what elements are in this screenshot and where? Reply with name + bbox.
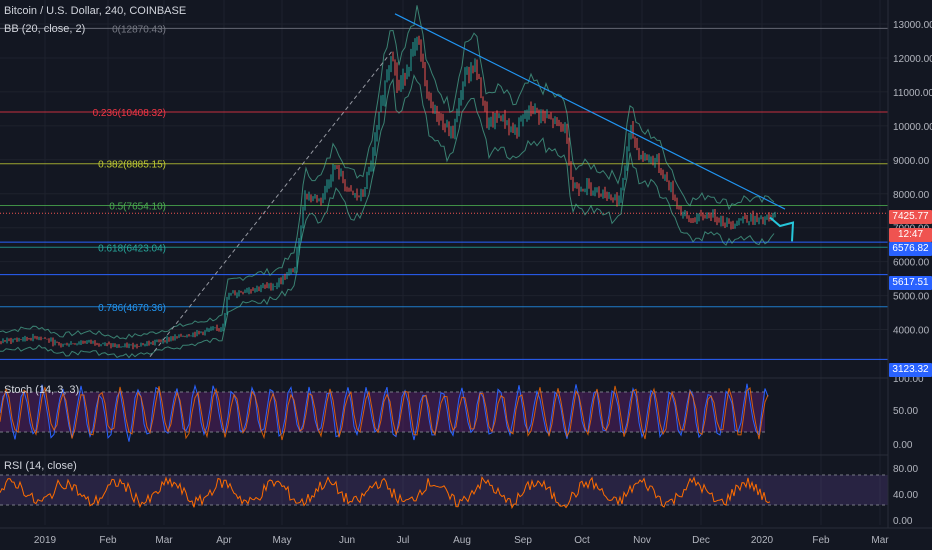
price-axis-label: 13000.00 — [893, 20, 932, 31]
price-axis-label: 4000.00 — [893, 326, 930, 337]
time-axis-label: Sep — [514, 535, 532, 546]
fib-label: 0.5(7654.10) — [109, 201, 166, 212]
price-tag: 7425.77 — [889, 210, 932, 224]
fib-label: 0.236(10408.32) — [93, 108, 166, 119]
price-axis-label: 5000.00 — [893, 292, 930, 303]
time-axis-label: Jun — [339, 535, 355, 546]
bb-indicator-legend[interactable]: BB (20, close, 2) — [4, 23, 86, 35]
symbol-title[interactable]: Bitcoin / U.S. Dollar, 240, COINBASE — [4, 5, 187, 17]
fib-label: 0(12870.43) — [112, 24, 166, 35]
time-axis-label: Feb — [99, 535, 117, 546]
projection-path — [769, 216, 795, 242]
time-axis-label: Mar — [155, 535, 173, 546]
time-axis-label: Dec — [692, 535, 710, 546]
time-axis-label: May — [273, 535, 292, 546]
fib-label: 0.618(6423.04) — [98, 243, 166, 254]
price-tag: 12:47 — [889, 228, 932, 242]
descending-trendline — [394, 13, 786, 210]
time-axis-label: Jul — [397, 535, 410, 546]
stoch-axis-label: 0.00 — [893, 440, 913, 451]
rsi-axis-label: 40.00 — [893, 490, 918, 501]
stoch-d-line — [0, 385, 769, 441]
time-axis-label: Apr — [216, 535, 232, 546]
time-axis-label: 2019 — [34, 535, 57, 546]
time-axis-label: 2020 — [751, 535, 774, 546]
fib-label: 0.786(4670.36) — [98, 303, 166, 314]
stoch-axis-label: 100.00 — [893, 374, 924, 385]
price-axis-label: 12000.00 — [893, 54, 932, 65]
stoch-axis-label: 50.00 — [893, 406, 918, 417]
bb-lower-band — [0, 74, 775, 359]
price-axis-label: 8000.00 — [893, 190, 930, 201]
price-axis-label: 10000.00 — [893, 122, 932, 133]
time-axis-label: Mar — [871, 535, 889, 546]
dashed-trendline — [149, 50, 393, 358]
price-tag: 5617.51 — [889, 276, 932, 290]
rsi-line — [0, 476, 771, 510]
price-axis-label: 9000.00 — [893, 156, 930, 167]
price-axis-label: 11000.00 — [893, 88, 932, 99]
price-tag: 6576.82 — [889, 242, 932, 256]
rsi-axis-label: 80.00 — [893, 464, 918, 475]
price-axis-label: 6000.00 — [893, 258, 930, 269]
time-axis-label: Aug — [453, 535, 471, 546]
bb-upper-band — [0, 5, 775, 340]
rsi-axis-label: 0.00 — [893, 516, 913, 527]
fib-label: 0.382(8885.15) — [98, 160, 166, 171]
stoch-indicator-legend[interactable]: Stoch (14, 3, 3) — [4, 384, 80, 396]
price-tag: 3123.32 — [889, 363, 932, 377]
time-axis-label: Oct — [574, 535, 590, 546]
time-axis-label: Nov — [633, 535, 651, 546]
rsi-indicator-legend[interactable]: RSI (14, close) — [4, 460, 77, 472]
time-axis-label: Feb — [812, 535, 830, 546]
stoch-k-line — [0, 383, 769, 442]
